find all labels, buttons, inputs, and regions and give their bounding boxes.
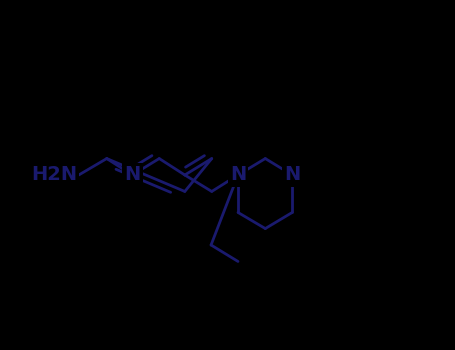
- Text: N: N: [230, 166, 246, 184]
- Text: N: N: [124, 166, 141, 184]
- Text: N: N: [284, 166, 300, 184]
- Text: H2N: H2N: [31, 166, 77, 184]
